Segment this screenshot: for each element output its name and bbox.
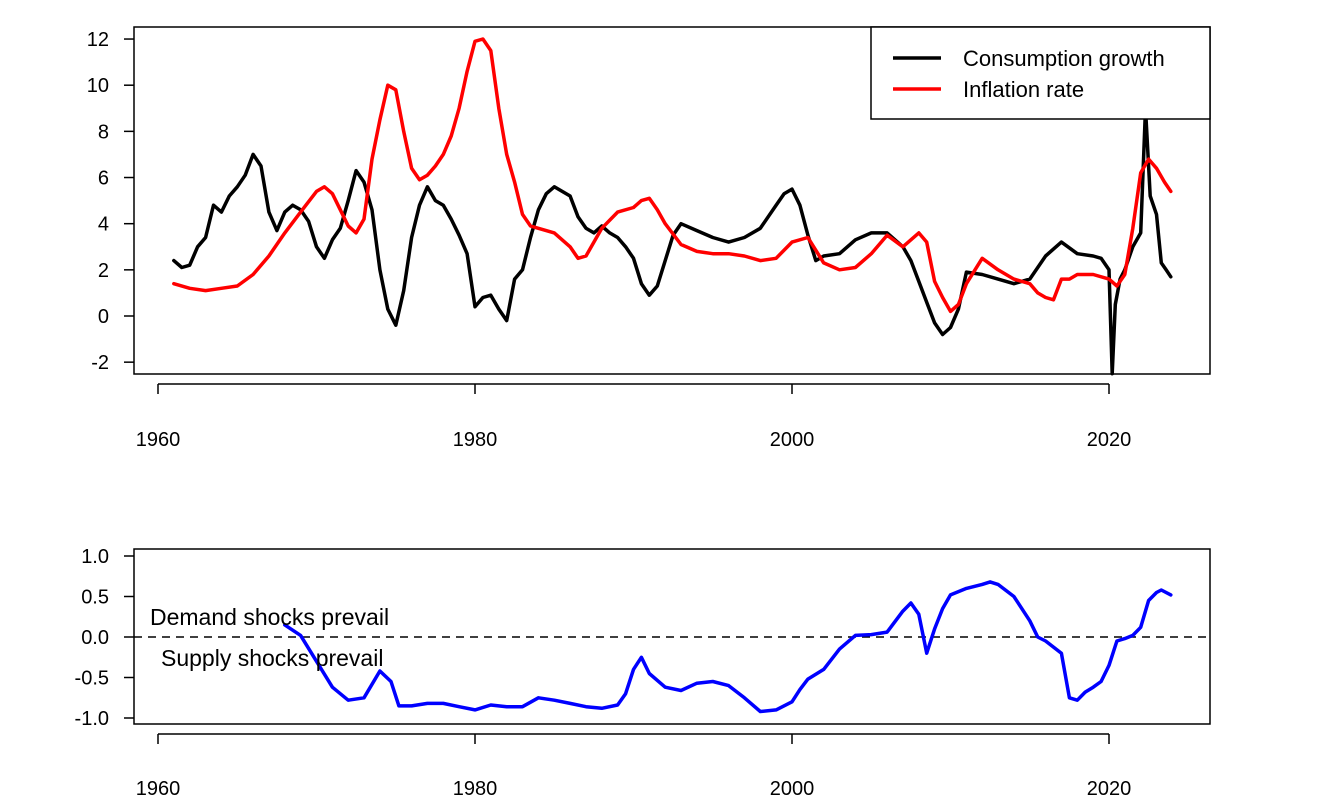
top-y-tick-label: 2 — [98, 260, 109, 282]
bottom-x-tick-label: 2000 — [770, 778, 815, 800]
top-x-tick-label: 2020 — [1087, 429, 1132, 451]
bottom-x-tick-label: 1960 — [136, 778, 181, 800]
bottom-y-tick-label: 0.0 — [81, 627, 109, 649]
bottom-y-tick-label: -0.5 — [75, 668, 109, 690]
bottom-x-tick-label: 2020 — [1087, 778, 1132, 800]
top-y-axis: -2 0 2 4 6 8 10 12 — [87, 29, 134, 374]
top-x-tick-label: 1980 — [453, 429, 498, 451]
bottom-panel: -1.0 -0.5 0.0 0.5 1.0 1960 1980 2000 2020 Deman… — [75, 546, 1211, 800]
shock-indicator-line — [283, 580, 1173, 714]
top-x-axis: 1960 1980 2000 2020 — [136, 383, 1132, 451]
top-plot-frame — [133, 26, 1211, 375]
top-panel: -2 0 2 4 6 8 10 12 1960 1980 2000 2020 Consumption… — [87, 26, 1211, 451]
top-x-tick-label: 1960 — [136, 429, 181, 451]
top-y-tick-label: -2 — [91, 352, 109, 374]
bottom-y-tick-label: -1.0 — [75, 708, 109, 730]
inflation-rate-line — [172, 37, 1173, 314]
annotation-demand: Demand shocks prevail — [150, 604, 389, 630]
top-y-tick-label: 10 — [87, 75, 109, 97]
top-x-tick-label: 2000 — [770, 429, 815, 451]
legend-label-consumption: Consumption growth — [963, 46, 1165, 71]
bottom-x-tick-label: 1980 — [453, 778, 498, 800]
bottom-y-axis: -1.0 -0.5 0.0 0.5 1.0 — [75, 546, 134, 730]
bottom-x-axis: 1960 1980 2000 2020 — [136, 733, 1132, 800]
legend: Consumption growth Inflation rate — [870, 26, 1211, 120]
legend-box — [870, 26, 1211, 120]
bottom-y-tick-label: 1.0 — [81, 546, 109, 568]
top-y-tick-label: 8 — [98, 121, 109, 143]
legend-label-inflation: Inflation rate — [963, 77, 1084, 102]
annotation-supply: Supply shocks prevail — [161, 645, 383, 671]
top-y-tick-label: 0 — [98, 306, 109, 328]
top-y-tick-label: 12 — [87, 29, 109, 51]
bottom-series-group — [283, 580, 1173, 714]
top-series-group — [172, 37, 1173, 376]
top-y-tick-label: 4 — [98, 214, 109, 236]
top-y-tick-label: 6 — [98, 168, 109, 190]
bottom-y-tick-label: 0.5 — [81, 587, 109, 609]
consumption-growth-line — [172, 106, 1173, 376]
